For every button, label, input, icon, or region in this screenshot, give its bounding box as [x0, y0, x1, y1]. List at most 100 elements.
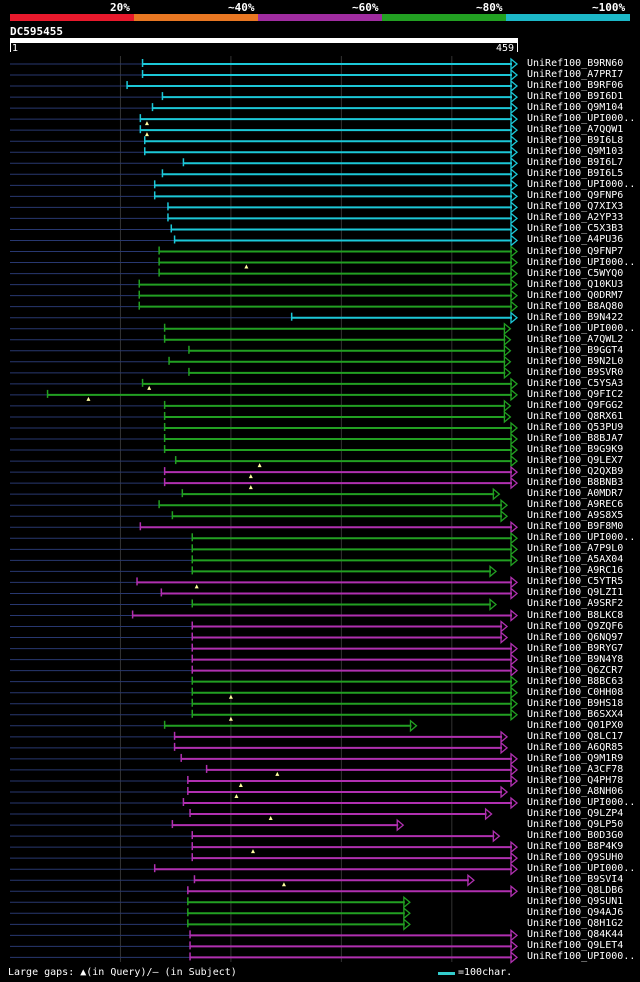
- hit-label[interactable]: UniRef100_Q9SUH0: [527, 852, 624, 864]
- hit-label[interactable]: UniRef100_UPI000..: [527, 322, 636, 334]
- hit-row: [10, 322, 512, 336]
- hit-label[interactable]: UniRef100_B9SVI4: [527, 874, 624, 886]
- end-arrow: [510, 311, 519, 325]
- hit-label[interactable]: UniRef100_Q6NQ97: [527, 631, 624, 643]
- end-arrow: [500, 741, 509, 755]
- end-arrow: [510, 576, 519, 589]
- hit-label[interactable]: UniRef100_A0MDR7: [527, 488, 624, 500]
- hit-label[interactable]: UniRef100_A5AX04: [527, 554, 624, 566]
- hit-row: [10, 564, 498, 578]
- hit-label[interactable]: UniRef100_B8BJA7: [527, 433, 624, 445]
- hit-label[interactable]: UniRef100_Q94AJ6: [527, 907, 624, 919]
- hit-label[interactable]: UniRef100_UPI000..: [527, 863, 636, 875]
- hit-label[interactable]: UniRef100_Q9FNP7: [527, 245, 624, 257]
- hit-label[interactable]: UniRef100_UPI000..: [527, 532, 636, 544]
- hit-label[interactable]: UniRef100_A8NH06: [527, 785, 624, 797]
- hit-label[interactable]: UniRef100_B0D3G0: [527, 830, 624, 842]
- hit-label[interactable]: UniRef100_A9REC6: [527, 499, 624, 511]
- query-bar: [10, 38, 518, 43]
- hit-label[interactable]: UniRef100_B9RF06: [527, 80, 624, 92]
- hit-label[interactable]: UniRef100_C5YSA3: [527, 377, 624, 389]
- hit-label[interactable]: UniRef100_Q01PX0: [527, 719, 624, 731]
- hit-label[interactable]: UniRef100_Q8LDB6: [527, 885, 624, 897]
- end-arrow: [510, 134, 519, 148]
- hit-label[interactable]: UniRef100_Q9M104: [527, 102, 624, 114]
- hit-label[interactable]: UniRef100_A7QQW1: [527, 124, 624, 136]
- hit-label[interactable]: UniRef100_Q4PH78: [527, 774, 624, 786]
- hit-label[interactable]: UniRef100_B9N422: [527, 311, 624, 323]
- hit-label[interactable]: UniRef100_C5X3B3: [527, 223, 624, 235]
- hit-label[interactable]: UniRef100_C0HH08: [527, 686, 624, 698]
- hit-label[interactable]: UniRef100_C5YTR5: [527, 576, 624, 588]
- hit-label[interactable]: UniRef100_B9N4Y8: [527, 653, 624, 665]
- hit-label[interactable]: UniRef100_Q9LET4: [527, 940, 624, 952]
- end-arrow: [492, 829, 501, 843]
- hit-label[interactable]: UniRef100_B9I6L7: [527, 157, 624, 169]
- hit-label[interactable]: UniRef100_Q9LEX7: [527, 455, 624, 467]
- hit-label[interactable]: UniRef100_B9GGT4: [527, 344, 624, 356]
- end-arrow: [510, 443, 519, 457]
- hit-label[interactable]: UniRef100_C5WYQ0: [527, 267, 624, 279]
- hit-label[interactable]: UniRef100_A9SRF2: [527, 598, 624, 610]
- hit-label[interactable]: UniRef100_UPI000..: [527, 256, 636, 268]
- hit-label[interactable]: UniRef100_Q9M1R9: [527, 752, 624, 764]
- hit-label[interactable]: UniRef100_A7QWL2: [527, 333, 624, 345]
- hit-label[interactable]: UniRef100_B9HS18: [527, 697, 624, 709]
- hit-label[interactable]: UniRef100_A9RC16: [527, 565, 624, 577]
- hit-label[interactable]: UniRef100_Q2QXB9: [527, 466, 624, 478]
- hit-label[interactable]: UniRef100_A7P9L0: [527, 543, 624, 555]
- end-arrow: [510, 256, 519, 269]
- hit-label[interactable]: UniRef100_B9SVR0: [527, 366, 624, 378]
- hit-label[interactable]: UniRef100_Q9LZP4: [527, 808, 624, 820]
- hit-label[interactable]: UniRef100_Q9FGG2: [527, 399, 624, 411]
- hit-label[interactable]: UniRef100_UPI000..: [527, 179, 636, 191]
- hit-label[interactable]: UniRef100_A4PU36: [527, 234, 624, 246]
- hit-label[interactable]: UniRef100_B9I6D1: [527, 91, 624, 103]
- hit-row: [10, 145, 519, 159]
- hit-label[interactable]: UniRef100_B8AQ80: [527, 300, 624, 312]
- hit-row: [10, 189, 519, 203]
- hit-label[interactable]: UniRef100_UPI000..: [527, 951, 636, 963]
- hit-label[interactable]: UniRef100_B9RYG7: [527, 642, 624, 654]
- hit-label[interactable]: UniRef100_UPI000..: [527, 797, 636, 808]
- hit-label[interactable]: UniRef100_A9S8X5: [527, 510, 624, 522]
- hit-label[interactable]: UniRef100_Q8H1G2: [527, 918, 624, 930]
- hit-label[interactable]: UniRef100_B9N2L0: [527, 355, 624, 367]
- hit-label[interactable]: UniRef100_Q8RX61: [527, 410, 624, 422]
- hit-label[interactable]: UniRef100_A2YP33: [527, 212, 624, 224]
- end-arrow: [500, 509, 509, 523]
- hit-label[interactable]: UniRef100_A7PRI7: [527, 69, 624, 81]
- hit-label[interactable]: UniRef100_B8LKC8: [527, 609, 624, 621]
- hit-label[interactable]: UniRef100_Q9M103: [527, 146, 624, 158]
- hit-label[interactable]: UniRef100_Q53PU9: [527, 421, 624, 433]
- hit-label[interactable]: UniRef100_Q9LP50: [527, 819, 624, 831]
- hit-label[interactable]: UniRef100_B9I6L8: [527, 135, 624, 147]
- hit-label[interactable]: UniRef100_Q9LZI1: [527, 587, 624, 599]
- hit-label[interactable]: UniRef100_UPI000..: [527, 113, 636, 125]
- hit-label[interactable]: UniRef100_Q9FNP6: [527, 190, 624, 202]
- end-arrow: [510, 90, 519, 104]
- hit-label[interactable]: UniRef100_A6QR85: [527, 741, 624, 753]
- hit-label[interactable]: UniRef100_Q9FIC2: [527, 388, 624, 400]
- hit-label[interactable]: UniRef100_B9I6L5: [527, 168, 624, 180]
- hit-row: [10, 708, 519, 722]
- hit-label[interactable]: UniRef100_B9G9K9: [527, 444, 624, 456]
- hit-label[interactable]: UniRef100_Q8LC17: [527, 730, 624, 742]
- hit-label[interactable]: UniRef100_Q9SUN1: [527, 896, 624, 908]
- hit-label[interactable]: UniRef100_Q84K44: [527, 929, 624, 941]
- hit-label[interactable]: UniRef100_B9F8M0: [527, 521, 624, 533]
- hit-label[interactable]: UniRef100_Q0DRM7: [527, 289, 624, 301]
- hit-label[interactable]: UniRef100_B9RN60: [527, 58, 624, 69]
- end-arrow: [510, 454, 519, 468]
- query-gap-marker: [281, 882, 286, 887]
- hit-label[interactable]: UniRef100_Q7XIX3: [527, 201, 624, 213]
- hit-label[interactable]: UniRef100_B8BNB3: [527, 477, 624, 489]
- hit-label[interactable]: UniRef100_Q9ZQF6: [527, 620, 624, 632]
- hit-label[interactable]: UniRef100_A3CF78: [527, 763, 624, 775]
- hit-label[interactable]: UniRef100_B8BC63: [527, 675, 624, 687]
- hit-row: [10, 68, 519, 82]
- hit-label[interactable]: UniRef100_Q6ZCR7: [527, 664, 624, 676]
- hit-label[interactable]: UniRef100_B6SXX4: [527, 708, 624, 720]
- hit-label[interactable]: UniRef100_Q10KU3: [527, 278, 624, 290]
- hit-label[interactable]: UniRef100_B8P4K9: [527, 841, 624, 853]
